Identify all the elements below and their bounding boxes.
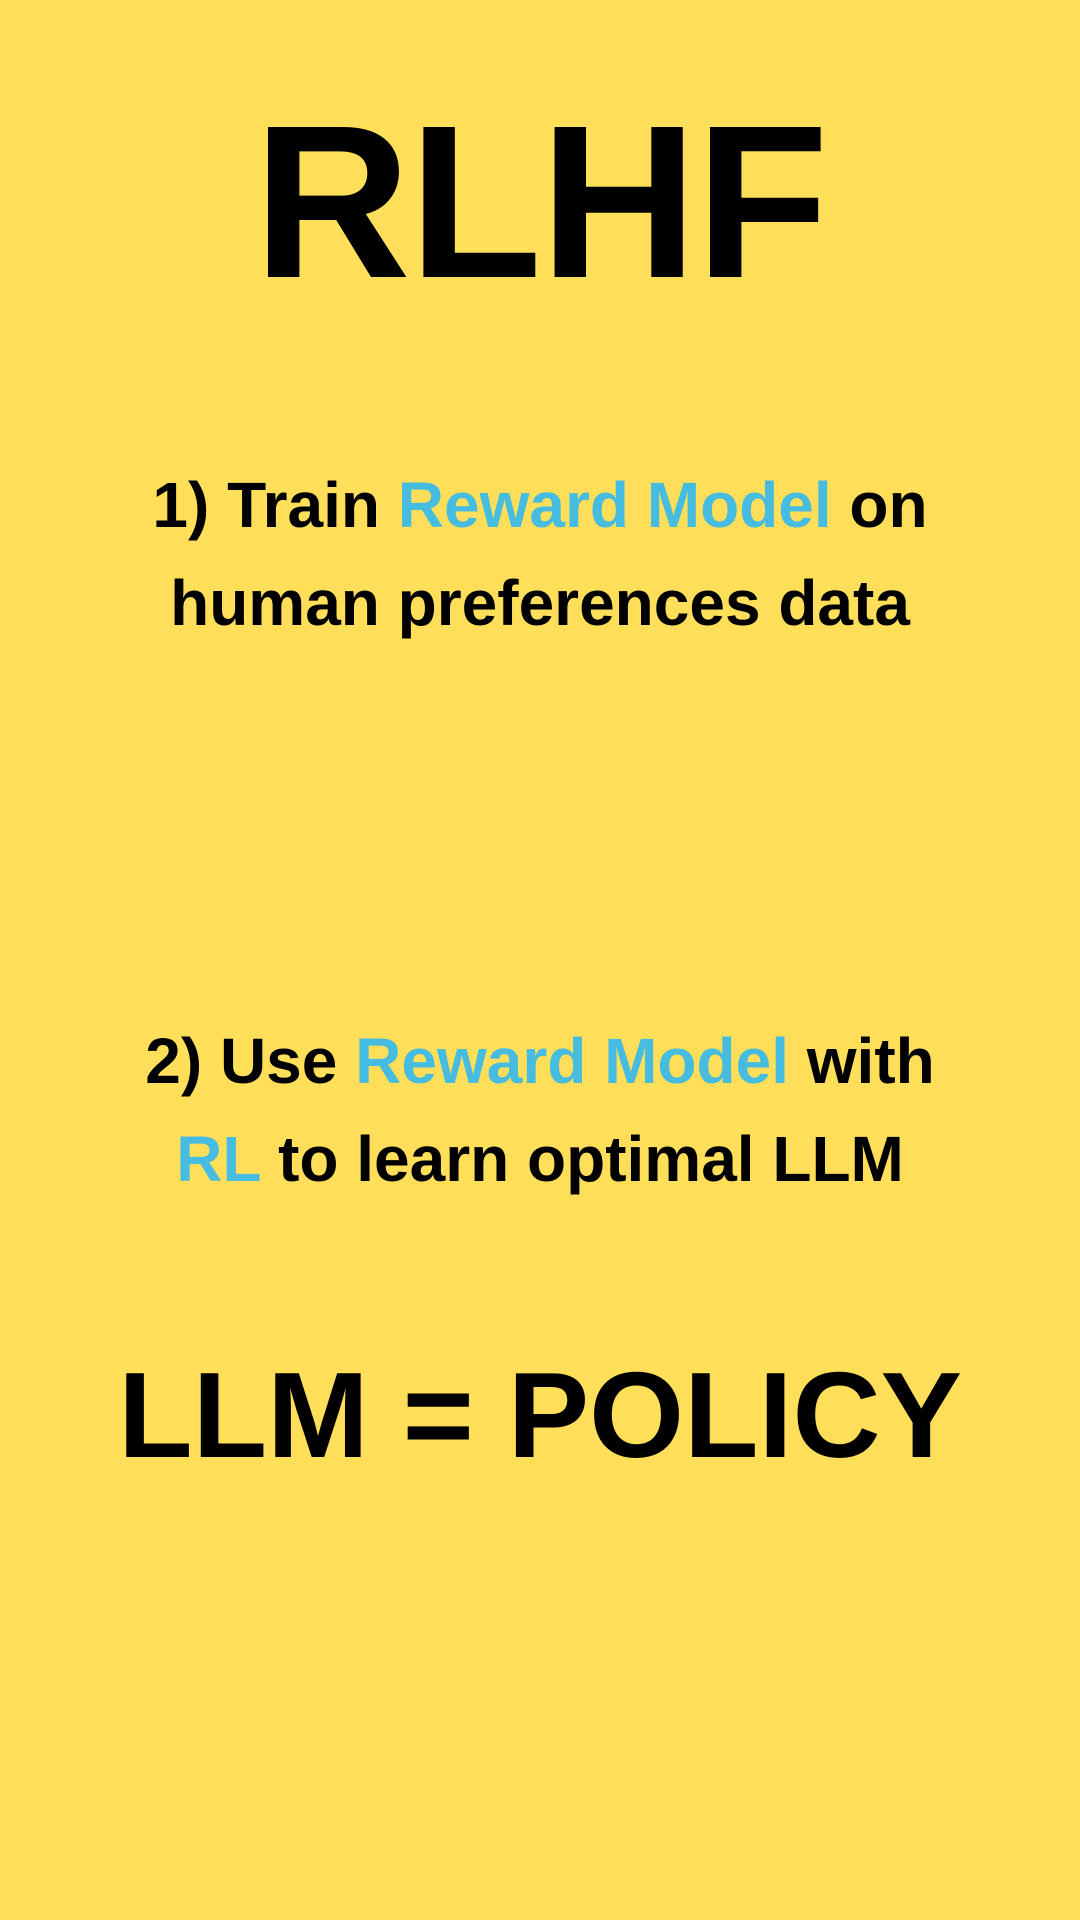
step-1-line2: human preferences data xyxy=(170,567,910,639)
step-2-verb: Use xyxy=(219,1025,338,1097)
page-title: RLHF xyxy=(253,81,828,324)
step-2-highlight-rl: RL xyxy=(176,1123,261,1195)
step-2-text: 2) Use Reward Model with RL to learn opt… xyxy=(60,1012,1020,1208)
step-2-rest: with xyxy=(806,1025,935,1097)
step-1-verb: Train xyxy=(227,469,381,541)
step-1-rest: on xyxy=(849,469,928,541)
step-2-line2: to learn optimal LLM xyxy=(278,1123,904,1195)
step-1-highlight: Reward Model xyxy=(397,469,832,541)
step-2-highlight: Reward Model xyxy=(355,1025,789,1097)
step-1-text: 1) Train Reward Model on human preferenc… xyxy=(60,456,1020,652)
step-1-number: 1) xyxy=(152,469,210,541)
step-2-number: 2) xyxy=(145,1025,203,1097)
policy-equation: LLM = POLICY xyxy=(118,1347,962,1483)
